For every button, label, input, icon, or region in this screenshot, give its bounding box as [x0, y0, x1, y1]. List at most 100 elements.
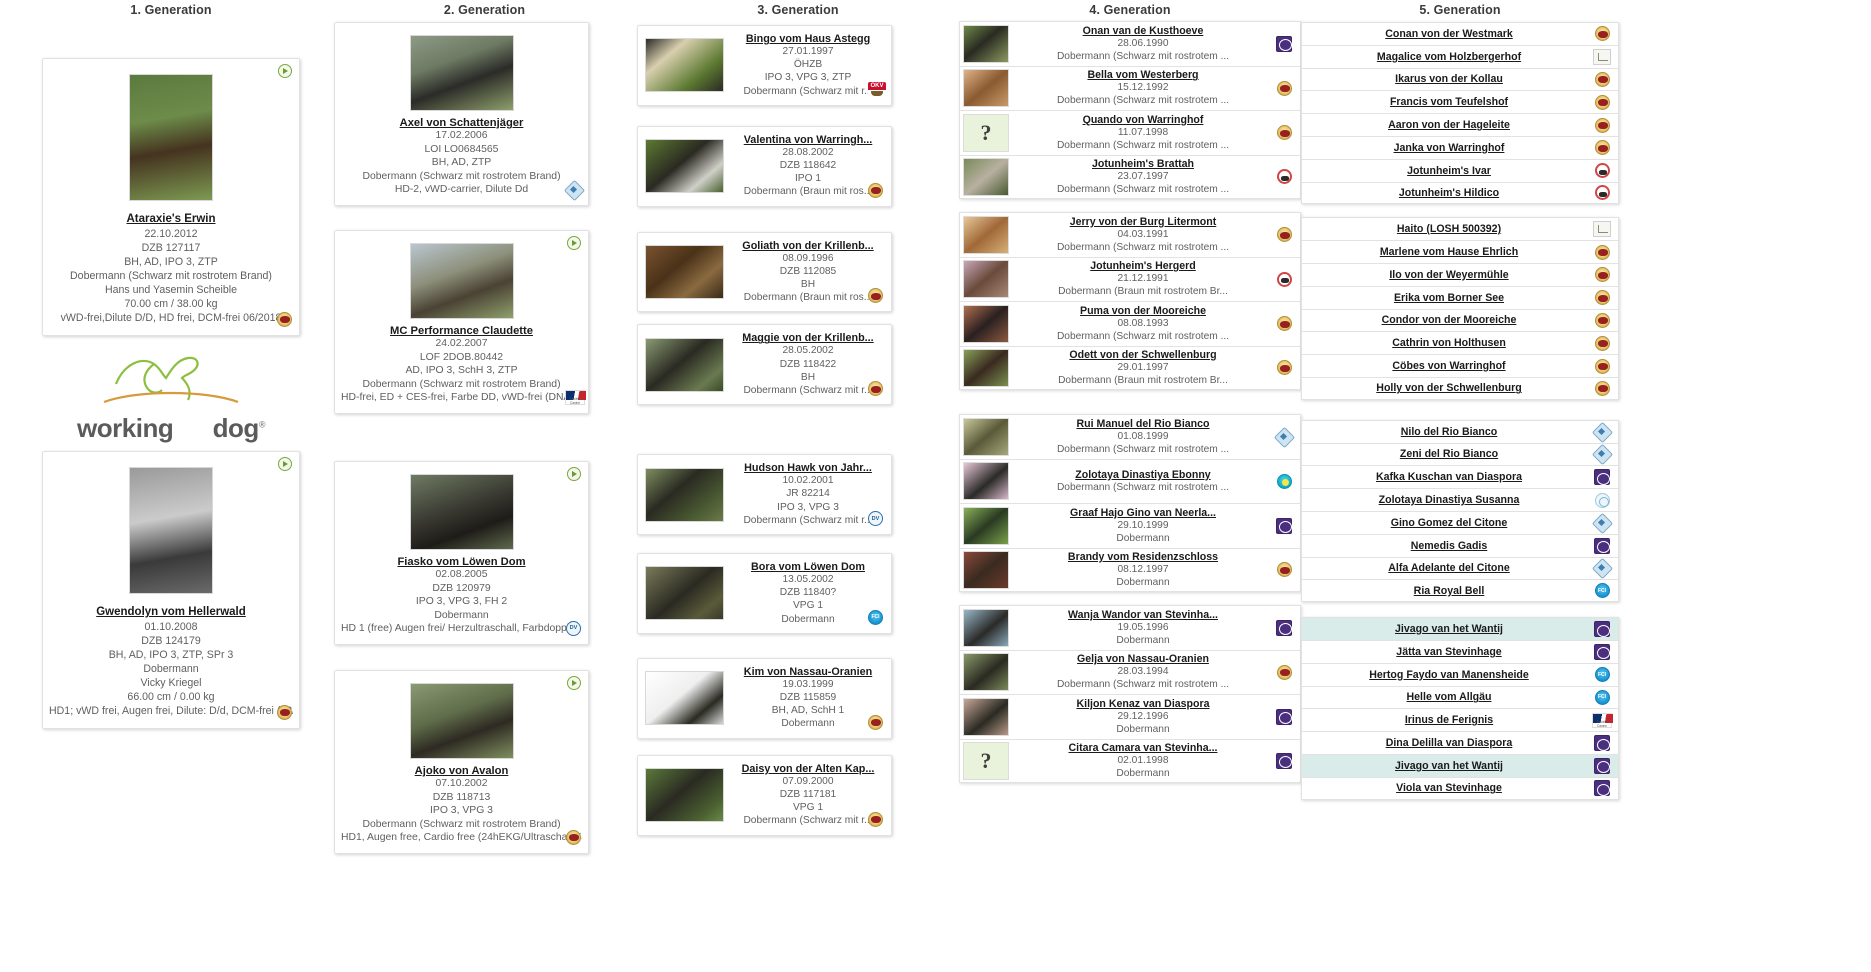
- play-video-icon[interactable]: [278, 457, 292, 471]
- dog-card-gen5-2-2[interactable]: Kafka Kuschan van Diaspora: [1301, 465, 1619, 489]
- dog-card-gen5-1-4[interactable]: Condor von der Mooreiche: [1301, 308, 1619, 332]
- dog-card-gen5-3-6[interactable]: Jivago van het Wantij: [1301, 753, 1619, 777]
- dog-card-gen5-0-2[interactable]: Ikarus von der Kollau: [1301, 67, 1619, 91]
- dog-name-link[interactable]: Kiljon Kenaz van Diaspora: [1076, 697, 1210, 710]
- dog-card-gen4-3-3[interactable]: Citara Camara van Stevinha...02.01.1998D…: [959, 738, 1301, 783]
- dog-name-link[interactable]: Gelja von Nassau-Oranien: [1077, 653, 1209, 666]
- dog-card-gen5-2-4[interactable]: Gino Gomez del Citone: [1301, 510, 1619, 534]
- dog-card-gen5-3-2[interactable]: Hertog Faydo van Manensheide: [1301, 662, 1619, 686]
- dog-name-link[interactable]: Zolotaya Dinastiya Susanna: [1378, 494, 1520, 507]
- dog-card-gen1-0[interactable]: Ataraxie's Erwin 22.10.2012 DZB 127117 B…: [42, 58, 300, 336]
- dog-name-link[interactable]: Jotunheim's Brattah: [1092, 157, 1194, 170]
- dog-card-gen5-2-7[interactable]: Ria Royal Bell: [1301, 579, 1619, 603]
- dog-card-gen3-7[interactable]: Daisy von der Alten Kap... 07.09.2000 DZ…: [637, 754, 892, 836]
- dog-name-link[interactable]: Condor von der Mooreiche: [1381, 314, 1517, 327]
- dog-name-link[interactable]: Goliath von der Krillenb...: [742, 239, 874, 252]
- dog-name-link[interactable]: Irinus de Ferignis: [1404, 714, 1494, 727]
- dog-name-link[interactable]: Jotunheim's Hildico: [1398, 186, 1500, 199]
- dog-name-link[interactable]: Cathrin von Holthusen: [1392, 337, 1506, 350]
- dog-card-gen4-2-1[interactable]: Zolotaya Dinastiya Ebonny Dobermann (Schw…: [959, 458, 1301, 503]
- dog-name-link[interactable]: Magalice vom Holzbergerhof: [1376, 50, 1522, 63]
- dog-card-gen4-0-2[interactable]: Quando von Warringhof11.07.1998Dobermann…: [959, 110, 1301, 155]
- dog-name-link[interactable]: Jivago van het Wantij: [1395, 623, 1503, 636]
- dog-card-gen5-1-3[interactable]: Erika vom Borner See: [1301, 285, 1619, 309]
- dog-name-link[interactable]: Onan van de Kusthoeve: [1082, 24, 1204, 37]
- dog-name-link[interactable]: Viola van Stevinhage: [1396, 782, 1502, 795]
- dog-name-link[interactable]: Ilo von der Weyermühle: [1389, 268, 1509, 281]
- dog-name-link[interactable]: Wanja Wandor van Stevinha...: [1068, 608, 1218, 621]
- dog-card-gen3-4[interactable]: Hudson Hawk von Jahr... 10.02.2001 JR 82…: [637, 454, 892, 536]
- dog-name-link[interactable]: Graaf Hajo Gino van Neerla...: [1069, 506, 1216, 519]
- dog-card-gen4-3-2[interactable]: Kiljon Kenaz van Diaspora 29.12.1996 Dober…: [959, 694, 1301, 739]
- dog-card-gen3-0[interactable]: Bingo vom Haus Astegg 27.01.1997 ÖHZB IP…: [637, 25, 892, 106]
- dog-name-link[interactable]: Ajoko von Avalon: [414, 764, 509, 777]
- dog-name-link[interactable]: Helle vom Allgäu: [1406, 691, 1492, 704]
- dog-name-link[interactable]: Alfa Adelante del Citone: [1388, 562, 1510, 575]
- dog-name-link[interactable]: Ria Royal Bell: [1413, 584, 1485, 597]
- dog-card-gen4-1-3[interactable]: Odett von der Schwellenburg 29.01.1997 Dob…: [959, 345, 1301, 390]
- dog-card-gen3-5[interactable]: Bora vom Löwen Dom 13.05.2002 DZB 11840?…: [637, 553, 892, 634]
- dog-name-link[interactable]: Jotunheim's Ivar: [1407, 164, 1491, 177]
- dog-card-gen3-3[interactable]: Maggie von der Krillenb... 28.05.2002 DZ…: [637, 324, 892, 406]
- dog-name-link[interactable]: Gino Gomez del Citone: [1390, 516, 1508, 529]
- dog-name-link[interactable]: Francis vom Teufelshof: [1389, 96, 1509, 109]
- dog-name-link[interactable]: Daisy von der Alten Kap...: [741, 762, 875, 775]
- dog-card-gen5-0-0[interactable]: Conan von der Westmark: [1301, 22, 1619, 45]
- dog-card-gen5-2-6[interactable]: Alfa Adelante del Citone: [1301, 556, 1619, 580]
- dog-name-link[interactable]: Maggie von der Krillenb...: [742, 332, 874, 345]
- dog-card-gen5-0-4[interactable]: Aaron von der Hageleite: [1301, 113, 1619, 136]
- dog-card-gen5-0-3[interactable]: Francis vom Teufelshof: [1301, 90, 1619, 114]
- dog-name-link[interactable]: Kafka Kuschan van Diaspora: [1375, 471, 1522, 484]
- dog-name-link[interactable]: Jerry von der Burg Litermont: [1069, 215, 1217, 228]
- dog-card-gen5-0-7[interactable]: Jotunheim's Hildico: [1301, 181, 1619, 205]
- play-video-icon[interactable]: [278, 64, 292, 78]
- dog-card-gen5-1-5[interactable]: Cathrin von Holthusen: [1301, 331, 1619, 355]
- dog-name-link[interactable]: Zeni del Rio Bianco: [1399, 448, 1499, 461]
- dog-card-gen5-1-0[interactable]: Haito (LOSH 500392): [1301, 217, 1619, 241]
- dog-name-link[interactable]: Janka von Warringhof: [1393, 141, 1505, 154]
- dog-name-link[interactable]: MC Performance Claudette: [390, 324, 533, 337]
- dog-card-gen5-3-5[interactable]: Dina Delilla van Diaspora: [1301, 731, 1619, 754]
- dog-card-gen3-6[interactable]: Kim von Nassau-Oranien 19.03.1999 DZB 11…: [637, 657, 892, 739]
- dog-name-link[interactable]: Jotunheim's Hergerd: [1090, 260, 1196, 273]
- dog-card-gen4-2-2[interactable]: Graaf Hajo Gino van Neerla... 29.10.1999 D…: [959, 503, 1301, 548]
- dog-card-gen5-2-5[interactable]: Nemedis Gadis: [1301, 533, 1619, 557]
- dog-name-link[interactable]: Puma von der Mooreiche: [1080, 304, 1206, 317]
- dog-name-link[interactable]: Kim von Nassau-Oranien: [743, 665, 873, 678]
- dog-name-link[interactable]: Gwendolyn vom Hellerwald: [96, 606, 246, 618]
- play-video-icon[interactable]: [567, 235, 581, 250]
- dog-card-gen5-1-1[interactable]: Marlene vom Hause Ehrlich: [1301, 240, 1619, 263]
- dog-name-link[interactable]: Ikarus von der Kollau: [1395, 73, 1503, 86]
- dog-name-link[interactable]: Holly von der Schwellenburg: [1376, 382, 1522, 395]
- dog-card-gen5-3-1[interactable]: Jätta van Stevinhage: [1301, 639, 1619, 663]
- dog-name-link[interactable]: Zolotaya Dinastiya Ebonny: [1075, 468, 1211, 481]
- dog-card-gen4-1-0[interactable]: Jerry von der Burg Litermont 04.03.1991 Do…: [959, 212, 1301, 257]
- dog-name-link[interactable]: Citara Camara van Stevinha...: [1068, 741, 1218, 754]
- dog-card-gen3-2[interactable]: Goliath von der Krillenb... 08.09.1996 D…: [637, 231, 892, 313]
- dog-name-link[interactable]: Fiasko vom Löwen Dom: [397, 555, 526, 568]
- dog-name-link[interactable]: Rui Manuel del Rio Bianco: [1076, 417, 1210, 430]
- dog-card-gen4-0-1[interactable]: Bella vom Westerberg 15.12.1992 Dobermann …: [959, 65, 1301, 110]
- dog-card-gen5-0-1[interactable]: Magalice vom Holzbergerhof: [1301, 44, 1619, 68]
- dog-card-gen5-3-7[interactable]: Viola van Stevinhage: [1301, 776, 1619, 800]
- dog-card-gen4-2-3[interactable]: Brandy vom Residenzschloss 08.12.1997 Dobe…: [959, 547, 1301, 592]
- dog-card-gen1-1[interactable]: Gwendolyn vom Hellerwald 01.10.2008 DZB …: [42, 451, 300, 729]
- dog-name-link[interactable]: Valentina von Warringh...: [743, 133, 873, 146]
- dog-card-gen4-3-1[interactable]: Gelja von Nassau-Oranien 28.03.1994 Doberm…: [959, 649, 1301, 694]
- dog-name-link[interactable]: Brandy vom Residenzschloss: [1067, 550, 1219, 563]
- dog-name-link[interactable]: Aaron von der Hageleite: [1388, 119, 1510, 132]
- dog-card-gen2-1[interactable]: MC Performance Claudette 24.02.2007 LOF …: [334, 229, 589, 414]
- dog-name-link[interactable]: Erika vom Borner See: [1393, 291, 1505, 304]
- dog-name-link[interactable]: Hudson Hawk von Jahr...: [744, 462, 872, 475]
- dog-card-gen4-1-2[interactable]: Puma von der Mooreiche 08.08.1993 Doberman…: [959, 301, 1301, 346]
- dog-card-gen2-0[interactable]: Axel von Schattenjäger 17.02.2006 LOI LO…: [334, 22, 589, 206]
- dog-name-link[interactable]: Dina Delilla van Diaspora: [1385, 737, 1513, 749]
- dog-card-gen5-0-6[interactable]: Jotunheim's Ivar: [1301, 158, 1619, 182]
- dog-name-link[interactable]: Quando von Warringhof: [1082, 113, 1204, 126]
- dog-card-gen5-3-4[interactable]: Irinus de Ferignis: [1301, 708, 1619, 732]
- dog-name-link[interactable]: Jivago van het Wantij: [1395, 759, 1503, 772]
- dog-card-gen5-2-1[interactable]: Zeni del Rio Bianco: [1301, 442, 1619, 466]
- dog-card-gen2-2[interactable]: Fiasko vom Löwen Dom 02.08.2005 DZB 1209…: [334, 460, 589, 645]
- dog-card-gen5-3-3[interactable]: Helle vom Allgäu: [1301, 685, 1619, 709]
- dog-name-link[interactable]: Odett von der Schwellenburg: [1069, 348, 1217, 361]
